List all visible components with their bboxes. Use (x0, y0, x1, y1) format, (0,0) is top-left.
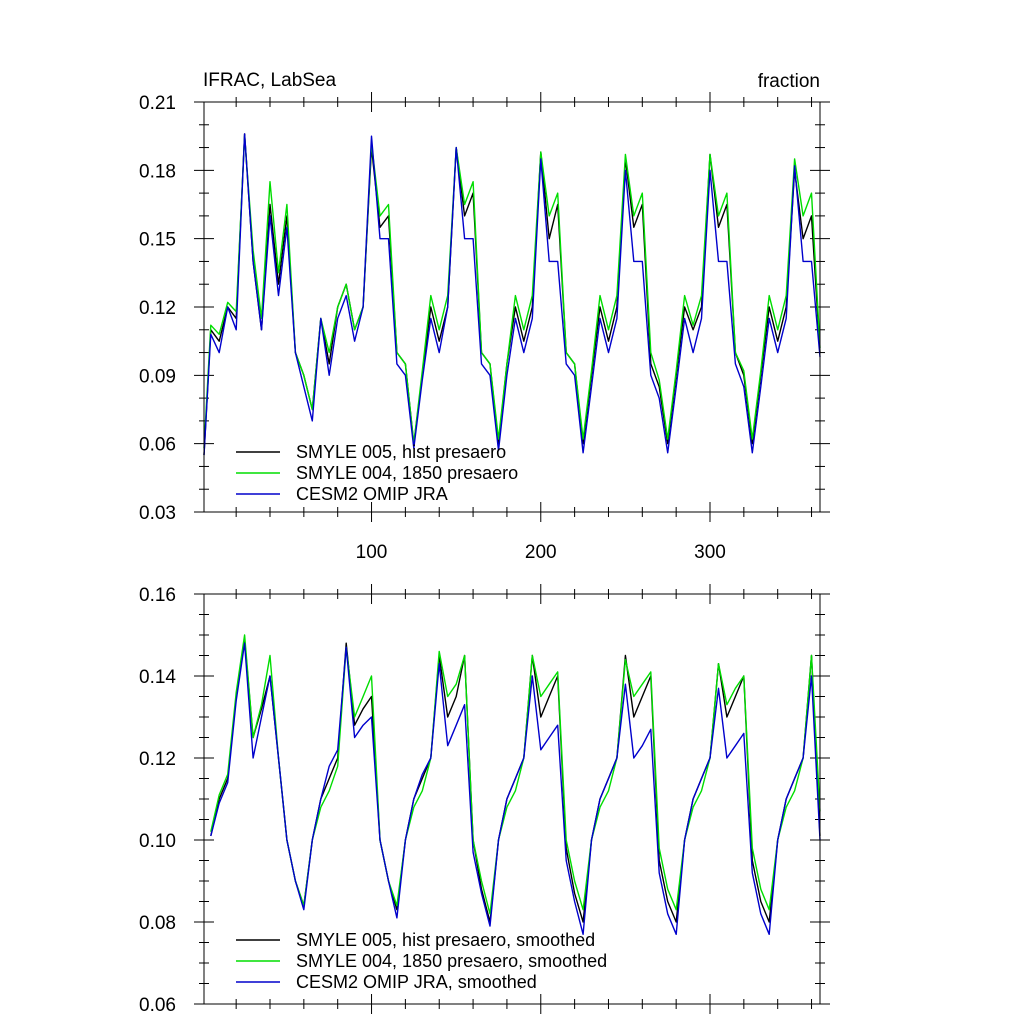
x-tick-label: 200 (525, 542, 557, 563)
y-tick-label: 0.06 (139, 435, 176, 456)
series-line-1 (203, 135, 821, 449)
top-panel-x-tick-labels: 100 200 300 (356, 542, 726, 563)
y-tick-label: 0.08 (139, 913, 176, 934)
series-line-1 (210, 634, 821, 915)
bottom-panel-legend: SMYLE 005, hist presaero, smoothedSMYLE … (236, 930, 607, 992)
panel-title-left: IFRAC, LabSea (203, 70, 336, 91)
top-panel: IFRAC, LabSea fraction 0.210.180.150.120… (139, 70, 830, 563)
y-tick-label: 0.12 (139, 298, 176, 319)
legend-label-0: SMYLE 005, hist presaero, smoothed (296, 930, 595, 950)
top-panel-y-tick-labels: 0.21 0.18 0.15 0.12 0.09 0.06 0.03 (139, 93, 176, 524)
y-tick-label: 0.18 (139, 161, 176, 182)
series-line-2 (203, 133, 821, 456)
y-tick-label: 0.21 (139, 93, 176, 114)
y-tick-label: 0.10 (139, 831, 176, 852)
bottom-panel: 0.16 0.14 0.12 0.10 0.08 0.06 SMYLE 005, hist… (139, 584, 830, 1016)
x-tick-label: 300 (694, 542, 726, 563)
y-tick-label: 0.09 (139, 366, 176, 387)
top-panel-frame (203, 101, 821, 513)
y-tick-label: 0.15 (139, 230, 176, 251)
x-tick-label: 100 (356, 542, 388, 563)
panel-title-right: fraction (758, 71, 820, 92)
y-tick-label: 0.06 (139, 995, 176, 1016)
series-line-0 (210, 638, 821, 923)
legend-label-2: CESM2 OMIP JRA (296, 484, 448, 504)
legend-label-1: SMYLE 004, 1850 presaero (296, 463, 518, 483)
bottom-panel-series (210, 634, 821, 935)
y-tick-label: 0.03 (139, 503, 176, 524)
top-panel-ticks (194, 92, 830, 522)
legend-label-2: CESM2 OMIP JRA, smoothed (296, 972, 537, 992)
series-line-0 (203, 133, 821, 456)
legend-label-0: SMYLE 005, hist presaero (296, 442, 506, 462)
series-line-2 (210, 642, 821, 935)
y-tick-label: 0.14 (139, 667, 176, 688)
top-panel-series (203, 133, 821, 456)
bottom-panel-frame (203, 593, 821, 1005)
legend-label-1: SMYLE 004, 1850 presaero, smoothed (296, 951, 607, 971)
bottom-panel-y-tick-labels: 0.16 0.14 0.12 0.10 0.08 0.06 (139, 585, 176, 1016)
y-tick-label: 0.12 (139, 749, 176, 770)
y-tick-label: 0.16 (139, 585, 176, 606)
